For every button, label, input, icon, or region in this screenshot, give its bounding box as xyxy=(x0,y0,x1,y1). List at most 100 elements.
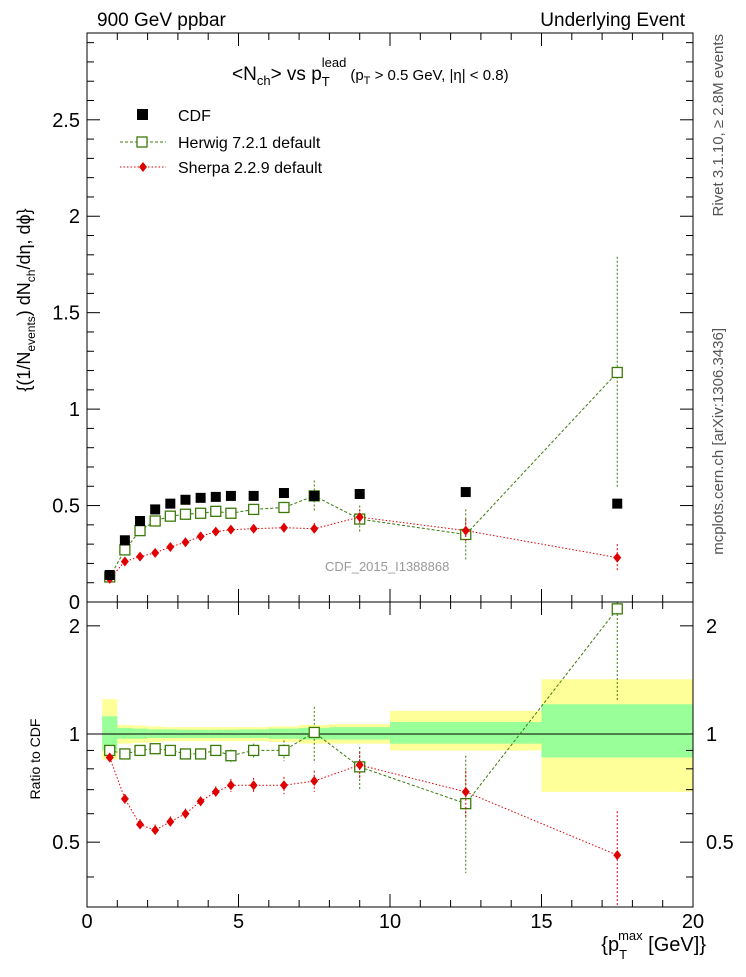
main-sherpa-point xyxy=(151,547,160,558)
main-sherpa-point xyxy=(181,537,190,548)
x-tick-label: 15 xyxy=(530,911,552,933)
main-y-tick-label: 1.5 xyxy=(52,303,80,325)
ratio-sherpa-point xyxy=(120,793,129,804)
axes-layer: 0 5 10 15 20 0 0.5 1 1.5 2 2.5 0.5 0.5 1 1 2 2 xyxy=(52,32,734,933)
legend-marker-herwig xyxy=(136,136,148,148)
ratio-herwig-line xyxy=(109,608,618,805)
main-herwig-point xyxy=(611,366,623,379)
main-cdf-point xyxy=(225,490,236,501)
ratio-y-tick-label: 0.5 xyxy=(52,832,80,854)
legend-marker-sherpa xyxy=(139,162,147,172)
main-cdf-point xyxy=(248,490,259,501)
band-inner-13 xyxy=(390,721,542,744)
ratio-y-tick-label-right: 2 xyxy=(706,616,717,638)
main-sherpa-point xyxy=(196,531,205,542)
main-y-tick-label: 2.5 xyxy=(52,110,80,132)
main-herwig-point xyxy=(119,544,131,556)
ratio-sherpa-point xyxy=(196,796,205,807)
main-herwig-point xyxy=(179,508,192,520)
ratio-uncertainty-bands xyxy=(102,679,693,792)
main-sherpa-point xyxy=(136,551,145,562)
main-cdf-point xyxy=(195,492,206,503)
ratio-y-tick-label: 1 xyxy=(69,724,80,746)
x-tick-label: 0 xyxy=(81,911,92,933)
ratio-sherpa-point xyxy=(355,759,364,770)
x-tick-label: 10 xyxy=(379,911,401,933)
series-layer xyxy=(104,256,623,907)
ratio-y-tick-label-right: 1 xyxy=(706,724,717,746)
main-sherpa-point xyxy=(226,524,235,535)
main-herwig-point xyxy=(149,515,161,527)
legend-label-sherpa: Sherpa 2.2.9 default xyxy=(178,160,323,177)
legend-marker-cdf xyxy=(137,109,148,120)
main-cdf-point xyxy=(104,569,115,580)
main-cdf-point xyxy=(180,494,191,505)
main-sherpa-point xyxy=(166,542,175,553)
ratio-sherpa-point xyxy=(613,850,622,861)
ratio-herwig-point xyxy=(308,726,320,739)
main-herwig-point xyxy=(194,507,207,519)
main-sherpa-point xyxy=(613,552,622,563)
ratio-herwig-point xyxy=(134,744,146,757)
main-cdf-point xyxy=(278,488,289,499)
ratio-herwig-point xyxy=(210,744,222,757)
band-inner-14 xyxy=(541,704,693,758)
main-sherpa-point xyxy=(461,525,470,536)
main-herwig-point xyxy=(134,524,146,537)
ratio-y-tick-label: 2 xyxy=(69,616,80,638)
ratio-herwig-point xyxy=(149,743,161,755)
ratio-sherpa-point xyxy=(461,786,470,797)
ratio-sherpa-point xyxy=(105,752,114,763)
ratio-herwig-point xyxy=(611,603,623,615)
main-cdf-point xyxy=(150,504,161,515)
ratio-sherpa-point xyxy=(136,819,145,830)
ratio-herwig-point xyxy=(119,748,131,760)
band-inner-0 xyxy=(102,716,118,751)
ratio-herwig-point xyxy=(247,744,260,757)
main-cdf-point xyxy=(119,535,130,546)
ratio-sherpa-point xyxy=(310,775,319,786)
ratio-sherpa-point xyxy=(249,780,258,791)
analysis-watermark: CDF_2015_I1388868 xyxy=(325,559,449,574)
x-axis-label: {pTmax [GeV]} xyxy=(601,928,706,962)
ratio-herwig-point xyxy=(194,748,207,760)
ratio-sherpa-point xyxy=(151,825,160,836)
main-sherpa-point xyxy=(310,523,319,534)
band-inner-1 xyxy=(117,727,133,739)
main-herwig-point xyxy=(278,501,290,514)
main-cdf-point xyxy=(354,488,365,499)
legend-label-herwig: Herwig 7.2.1 default xyxy=(178,135,321,152)
main-sherpa-point xyxy=(211,526,220,537)
x-tick-label: 5 xyxy=(233,911,244,933)
main-herwig-point xyxy=(164,510,176,522)
main-herwig-point xyxy=(225,507,237,519)
main-sherpa-point xyxy=(120,556,129,567)
ratio-sherpa-point xyxy=(166,816,175,827)
main-cdf-point xyxy=(165,498,176,509)
legend-label-cdf: CDF xyxy=(178,108,211,125)
ratio-herwig-point xyxy=(164,744,176,757)
main-herwig-point xyxy=(247,503,260,516)
ratio-y-tick-label-right: 0.5 xyxy=(706,832,734,854)
ratio-sherpa-point xyxy=(181,808,190,819)
band-inner-12 xyxy=(329,727,390,740)
plot-title: <Nch> vs pTlead(pT > 0.5 GeV, |η| < 0.8) xyxy=(232,55,509,89)
main-cdf-point xyxy=(210,491,221,502)
main-y-tick-label: 0 xyxy=(69,592,80,614)
ratio-ylabel: Ratio to CDF xyxy=(27,719,43,800)
main-herwig-point xyxy=(210,505,222,517)
ratio-sherpa-point xyxy=(211,786,220,797)
main-cdf-point xyxy=(135,515,146,526)
main-sherpa-point xyxy=(279,522,288,533)
main-y-tick-label: 0.5 xyxy=(52,496,80,518)
ratio-herwig-point xyxy=(179,748,192,760)
main-sherpa-point xyxy=(249,523,258,534)
header-left: 900 GeV ppbar xyxy=(97,10,227,31)
ratio-herwig-point xyxy=(278,744,290,757)
main-cdf-point xyxy=(612,498,623,509)
header-right: Underlying Event xyxy=(540,10,685,31)
mcplots-label: mcplots.cern.ch [arXiv:1306.3436] xyxy=(710,328,727,555)
legend: CDF Herwig 7.2.1 default Sherpa 2.2.9 de… xyxy=(120,108,323,177)
main-y-tick-label: 2 xyxy=(69,206,80,228)
